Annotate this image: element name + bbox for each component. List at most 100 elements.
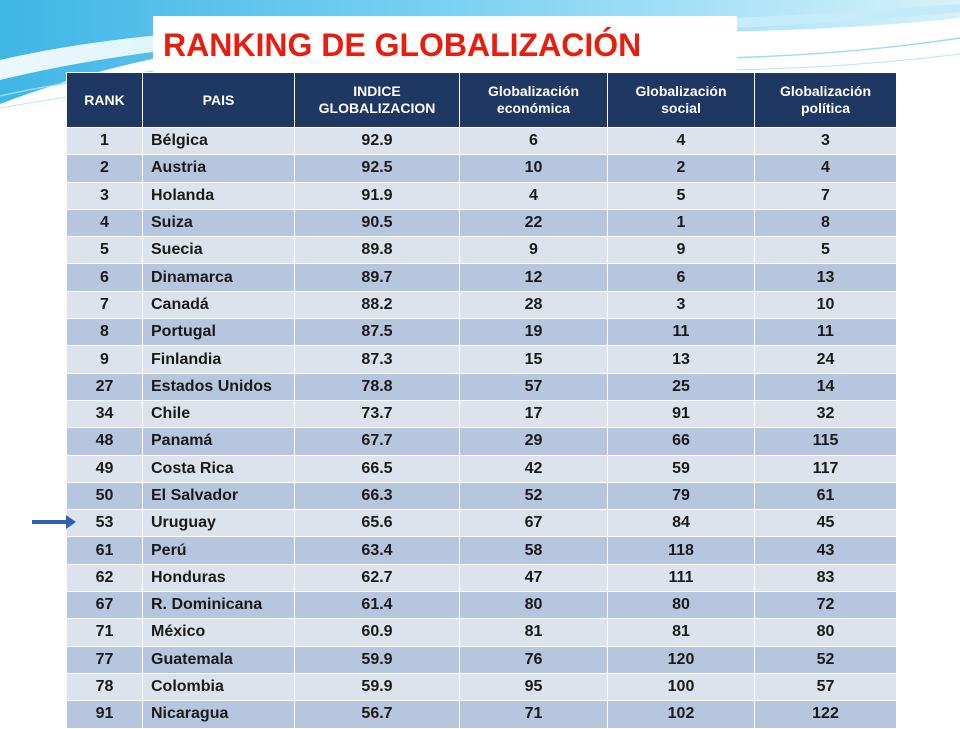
country-cell: R. Dominicana bbox=[142, 591, 295, 620]
table-row: 1 Bélgica 92.9 6 4 3 bbox=[66, 126, 897, 156]
rank-cell: 27 bbox=[66, 372, 143, 401]
globalization-ranking-table: RANK PAIS INDICE GLOBALIZACION Globaliza… bbox=[66, 72, 897, 729]
index-cell: 78.8 bbox=[294, 372, 460, 401]
table-row: 78 Colombia 59.9 95 100 57 bbox=[66, 672, 897, 702]
social-cell: 79 bbox=[607, 481, 755, 511]
index-cell: 56.7 bbox=[294, 700, 460, 729]
country-cell: Suiza bbox=[142, 208, 295, 238]
economic-cell: 15 bbox=[459, 345, 608, 374]
table-row: 8 Portugal 87.5 19 11 11 bbox=[66, 318, 897, 347]
table-row: 53 Uruguay 65.6 67 84 45 bbox=[66, 509, 897, 538]
economic-cell: 47 bbox=[459, 563, 608, 593]
country-cell: Costa Rica bbox=[142, 454, 295, 483]
political-cell: 7 bbox=[754, 181, 897, 210]
country-cell: Nicaragua bbox=[142, 700, 295, 729]
economic-cell: 71 bbox=[459, 700, 608, 729]
index-cell: 73.7 bbox=[294, 399, 460, 429]
table-row: 5 Suecia 89.8 9 9 5 bbox=[66, 236, 897, 265]
country-cell: El Salvador bbox=[142, 481, 295, 511]
rank-cell: 34 bbox=[66, 399, 143, 429]
economic-cell: 52 bbox=[459, 481, 608, 511]
political-cell: 61 bbox=[754, 481, 897, 511]
country-cell: Estados Unidos bbox=[142, 372, 295, 401]
political-cell: 10 bbox=[754, 290, 897, 320]
rank-cell: 8 bbox=[66, 318, 143, 347]
economic-cell: 17 bbox=[459, 399, 608, 429]
social-cell: 6 bbox=[607, 263, 755, 292]
country-cell: Suecia bbox=[142, 236, 295, 265]
index-cell: 87.5 bbox=[294, 318, 460, 347]
country-cell: Bélgica bbox=[142, 126, 295, 156]
political-cell: 3 bbox=[754, 126, 897, 156]
index-cell: 66.3 bbox=[294, 481, 460, 511]
country-cell: Dinamarca bbox=[142, 263, 295, 292]
social-cell: 111 bbox=[607, 563, 755, 593]
header-globalizacion-politica: Globalización política bbox=[754, 72, 897, 128]
rank-cell: 53 bbox=[66, 509, 143, 538]
rank-cell: 4 bbox=[66, 208, 143, 238]
social-cell: 102 bbox=[607, 700, 755, 729]
table-row: 3 Holanda 91.9 4 5 7 bbox=[66, 181, 897, 210]
country-cell: Perú bbox=[142, 536, 295, 565]
index-cell: 65.6 bbox=[294, 509, 460, 538]
political-cell: 72 bbox=[754, 591, 897, 620]
table-row: 27 Estados Unidos 78.8 57 25 14 bbox=[66, 372, 897, 401]
table-row: 71 México 60.9 81 81 80 bbox=[66, 618, 897, 647]
political-cell: 80 bbox=[754, 618, 897, 647]
political-cell: 5 bbox=[754, 236, 897, 265]
country-cell: Austria bbox=[142, 154, 295, 183]
country-cell: Colombia bbox=[142, 672, 295, 702]
index-cell: 89.7 bbox=[294, 263, 460, 292]
social-cell: 81 bbox=[607, 618, 755, 647]
political-cell: 117 bbox=[754, 454, 897, 483]
rank-cell: 1 bbox=[66, 126, 143, 156]
political-cell: 45 bbox=[754, 509, 897, 538]
rank-cell: 3 bbox=[66, 181, 143, 210]
index-cell: 59.9 bbox=[294, 672, 460, 702]
country-cell: Chile bbox=[142, 399, 295, 429]
rank-cell: 62 bbox=[66, 563, 143, 593]
social-cell: 66 bbox=[607, 427, 755, 456]
economic-cell: 4 bbox=[459, 181, 608, 210]
table-row: 48 Panamá 67.7 29 66 115 bbox=[66, 427, 897, 456]
political-cell: 115 bbox=[754, 427, 897, 456]
slide-title: RANKING DE GLOBALIZACIÓN bbox=[153, 16, 737, 74]
index-cell: 92.9 bbox=[294, 126, 460, 156]
social-cell: 118 bbox=[607, 536, 755, 565]
header-indice-globalizacion: INDICE GLOBALIZACION bbox=[294, 72, 460, 128]
social-cell: 84 bbox=[607, 509, 755, 538]
economic-cell: 19 bbox=[459, 318, 608, 347]
rank-cell: 9 bbox=[66, 345, 143, 374]
rank-cell: 78 bbox=[66, 672, 143, 702]
table-row: 7 Canadá 88.2 28 3 10 bbox=[66, 290, 897, 320]
index-cell: 67.7 bbox=[294, 427, 460, 456]
table-row: 62 Honduras 62.7 47 111 83 bbox=[66, 563, 897, 593]
political-cell: 43 bbox=[754, 536, 897, 565]
table-row: 49 Costa Rica 66.5 42 59 117 bbox=[66, 454, 897, 483]
rank-cell: 77 bbox=[66, 645, 143, 674]
social-cell: 13 bbox=[607, 345, 755, 374]
economic-cell: 12 bbox=[459, 263, 608, 292]
economic-cell: 22 bbox=[459, 208, 608, 238]
country-cell: Honduras bbox=[142, 563, 295, 593]
index-cell: 61.4 bbox=[294, 591, 460, 620]
economic-cell: 76 bbox=[459, 645, 608, 674]
rank-cell: 7 bbox=[66, 290, 143, 320]
social-cell: 2 bbox=[607, 154, 755, 183]
economic-cell: 67 bbox=[459, 509, 608, 538]
economic-cell: 6 bbox=[459, 126, 608, 156]
rank-cell: 50 bbox=[66, 481, 143, 511]
political-cell: 52 bbox=[754, 645, 897, 674]
table-row: 6 Dinamarca 89.7 12 6 13 bbox=[66, 263, 897, 292]
political-cell: 122 bbox=[754, 700, 897, 729]
rank-cell: 71 bbox=[66, 618, 143, 647]
country-cell: Uruguay bbox=[142, 509, 295, 538]
index-cell: 92.5 bbox=[294, 154, 460, 183]
social-cell: 1 bbox=[607, 208, 755, 238]
rank-cell: 48 bbox=[66, 427, 143, 456]
index-cell: 90.5 bbox=[294, 208, 460, 238]
right-arrow-icon bbox=[32, 515, 76, 529]
index-cell: 60.9 bbox=[294, 618, 460, 647]
political-cell: 24 bbox=[754, 345, 897, 374]
economic-cell: 10 bbox=[459, 154, 608, 183]
